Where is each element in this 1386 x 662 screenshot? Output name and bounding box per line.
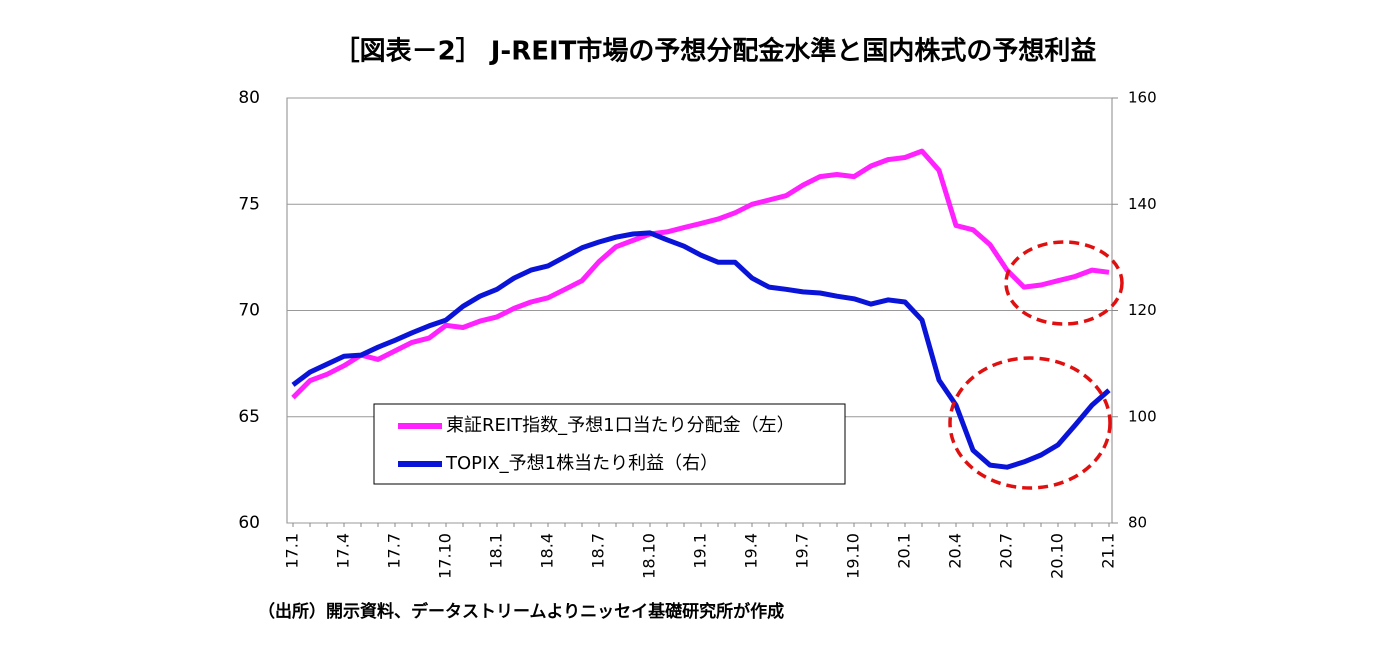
y-tick-label: 70 <box>238 301 260 321</box>
x-tick-label: 21.1 <box>1099 533 1118 569</box>
x-tick-label: 17.1 <box>283 533 302 569</box>
y-tick-label: 80 <box>238 88 260 108</box>
x-tick-label: 18.4 <box>538 533 557 569</box>
highlight-circle <box>948 356 1112 490</box>
y-tick-label: 65 <box>238 407 260 427</box>
x-tick-label: 18.1 <box>487 533 506 569</box>
y2-tick-label: 140 <box>1128 195 1157 213</box>
x-tick-label: 20.4 <box>946 533 965 569</box>
series-line <box>291 148 1110 400</box>
legend-label: 東証REIT指数_予想1口当たり分配金（左） <box>446 415 795 436</box>
y2-tick-label: 100 <box>1128 407 1157 425</box>
legend-label: TOPIX_予想1株当たり利益（右） <box>445 453 718 474</box>
y2-tick-label: 120 <box>1128 301 1157 319</box>
x-tick-label: 18.7 <box>589 533 608 569</box>
x-tick-label: 19.7 <box>793 533 812 569</box>
x-tick-label: 19.1 <box>691 533 710 569</box>
chart-title: ［図表－2］ J-REIT市場の予想分配金水準と国内株式の予想利益 <box>334 36 1097 67</box>
series-line <box>291 230 1111 470</box>
x-tick-label: 17.7 <box>385 533 404 569</box>
x-tick-label: 18.10 <box>640 533 659 579</box>
y2-tick-label: 80 <box>1128 514 1147 532</box>
y-tick-label: 60 <box>238 513 260 533</box>
source-note: （出所）開示資料、データストリームよりニッセイ基礎研究所が作成 <box>258 601 784 622</box>
highlight-circle <box>1004 240 1124 326</box>
y2-tick-label: 160 <box>1128 89 1157 107</box>
x-tick-label: 19.4 <box>742 533 761 569</box>
x-tick-label: 20.1 <box>895 533 914 569</box>
x-tick-label: 20.10 <box>1048 533 1067 579</box>
x-tick-label: 19.10 <box>844 533 863 579</box>
x-tick-label: 17.4 <box>334 533 353 569</box>
x-tick-label: 17.10 <box>436 533 455 579</box>
legend <box>373 403 846 485</box>
x-tick-label: 20.7 <box>997 533 1016 569</box>
y-tick-label: 75 <box>238 194 260 214</box>
